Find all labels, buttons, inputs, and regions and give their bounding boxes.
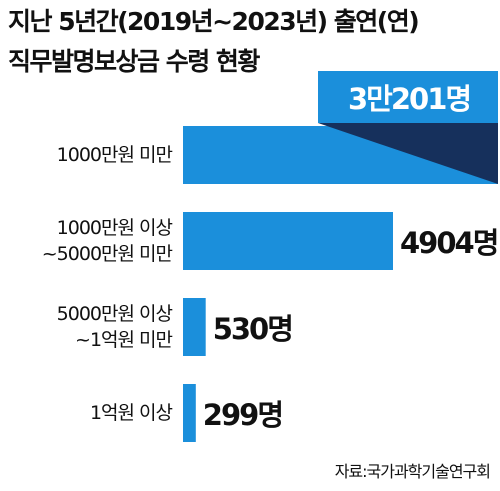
- bar: [183, 298, 206, 356]
- chart-title: 지난 5년간(2019년~2023년) 출연(연) 직무발명보상금 수령 현황: [8, 7, 420, 76]
- bar-break: [318, 123, 498, 184]
- category-label: 1억원 이상: [89, 402, 173, 424]
- bar: [183, 384, 196, 442]
- value-label: 530명: [212, 312, 294, 346]
- bar: [183, 212, 393, 270]
- bar-break: [318, 71, 498, 123]
- value-label: 299명: [202, 398, 284, 432]
- category-label: 5000만원 이상 ~1억원 미만: [56, 303, 173, 351]
- category-label: 1000만원 미만: [56, 144, 173, 166]
- value-label: 3만201명: [348, 82, 472, 116]
- source: 자료:국가과학기술연구회: [334, 462, 491, 481]
- category-label: 1000만원 이상 ~5000만원 미만: [41, 217, 173, 265]
- value-label: 4904명: [400, 226, 499, 260]
